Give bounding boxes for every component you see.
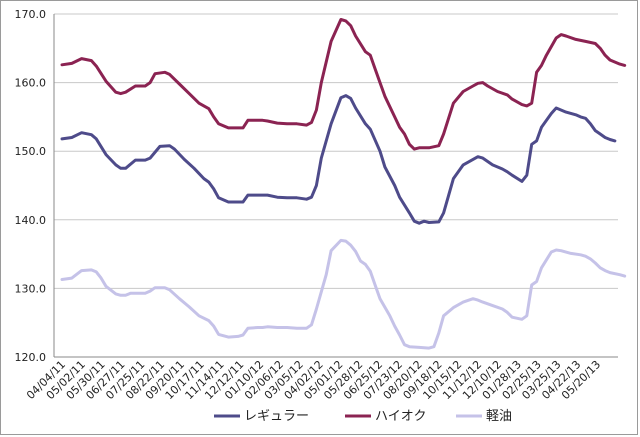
y-tick-label: 150.0	[15, 145, 47, 158]
series-line	[60, 18, 627, 151]
y-tick-label: 120.0	[15, 351, 47, 364]
y-tick-label: 140.0	[15, 214, 47, 227]
y-tick-label: 170.0	[15, 8, 47, 21]
legend-label: ハイオク	[375, 409, 426, 424]
y-tick-label: 130.0	[15, 282, 47, 295]
y-tick-label: 160.0	[15, 77, 47, 90]
gridlines	[53, 13, 618, 358]
series-lines	[60, 18, 627, 350]
series-line	[60, 94, 617, 225]
series-line	[60, 238, 627, 350]
legend-label: レギュラー	[244, 409, 309, 424]
y-axis-tick-labels: 120.0 130.0 140.0 150.0 160.0 170.0	[15, 8, 47, 364]
x-axis-tick-labels: 04/04/1105/02/1105/30/1106/27/1107/25/11…	[24, 358, 603, 402]
legend: レギュラー ハイオク 軽油	[214, 409, 512, 424]
legend-label: 軽油	[486, 409, 512, 424]
